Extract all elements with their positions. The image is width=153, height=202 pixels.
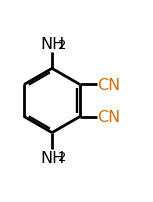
Text: CN: CN [97,78,121,93]
Text: NH: NH [40,37,64,52]
Text: CN: CN [97,109,121,124]
Text: 2: 2 [58,39,67,52]
Text: NH: NH [40,150,64,165]
Text: 2: 2 [58,150,67,163]
